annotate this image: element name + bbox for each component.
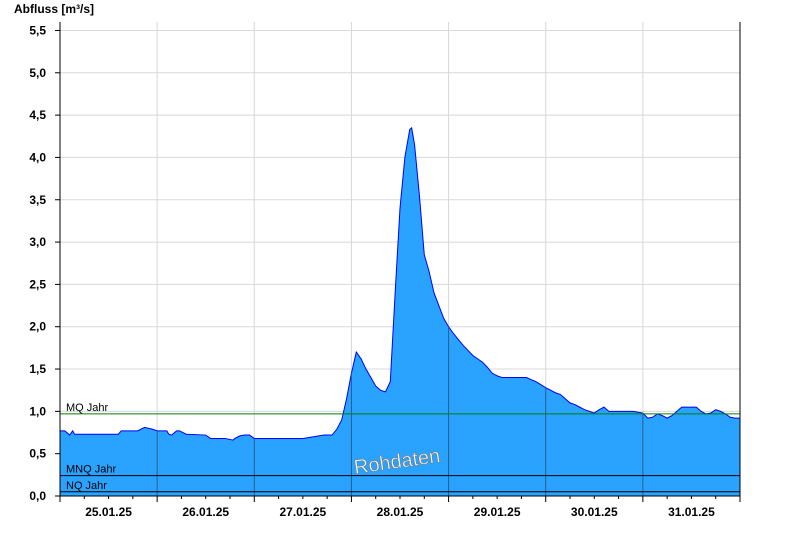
series-line bbox=[60, 126, 740, 441]
reference-line-label: MQ Jahr bbox=[66, 402, 109, 414]
y-tick-label: 5,5 bbox=[29, 23, 46, 37]
y-tick-label: 5,0 bbox=[29, 66, 46, 80]
x-tick-label: 28.01.25 bbox=[377, 505, 424, 519]
x-tick-label: 29.01.25 bbox=[474, 505, 521, 519]
x-tick-label: 25.01.25 bbox=[85, 505, 132, 519]
x-tick-label: 31.01.25 bbox=[668, 505, 715, 519]
reference-line-label: MNQ Jahr bbox=[66, 464, 116, 476]
y-tick-label: 0,5 bbox=[29, 447, 46, 461]
reference-line-label: NQ Jahr bbox=[66, 480, 107, 492]
reference-lines: MQ Jahr MNQ Jahr NQ Jahr bbox=[60, 402, 740, 493]
y-tick-label: 1,5 bbox=[29, 362, 46, 376]
x-tick-label: 26.01.25 bbox=[182, 505, 229, 519]
axes: 0,0 0,5 1,0 1,5 2,0 2,5 3,0 3,5 4,0 4,5 5,0 5,5 25.0… bbox=[29, 22, 741, 519]
y-tick-label: 0,0 bbox=[29, 489, 46, 503]
plot-area bbox=[60, 126, 740, 496]
y-tick-label: 2,5 bbox=[29, 277, 46, 291]
series-area bbox=[60, 127, 740, 496]
y-tick-label: 1,0 bbox=[29, 404, 46, 418]
y-tick-label: 4,0 bbox=[29, 150, 46, 164]
y-tick-label: 3,0 bbox=[29, 235, 46, 249]
y-tick-label: 4,5 bbox=[29, 108, 46, 122]
y-tick-label: 3,5 bbox=[29, 193, 46, 207]
y-tick-label: 2,0 bbox=[29, 320, 46, 334]
x-tick-label: 27.01.25 bbox=[279, 505, 326, 519]
y-axis-label: Abfluss [m³/s] bbox=[14, 2, 94, 16]
x-tick-label: 30.01.25 bbox=[571, 505, 618, 519]
